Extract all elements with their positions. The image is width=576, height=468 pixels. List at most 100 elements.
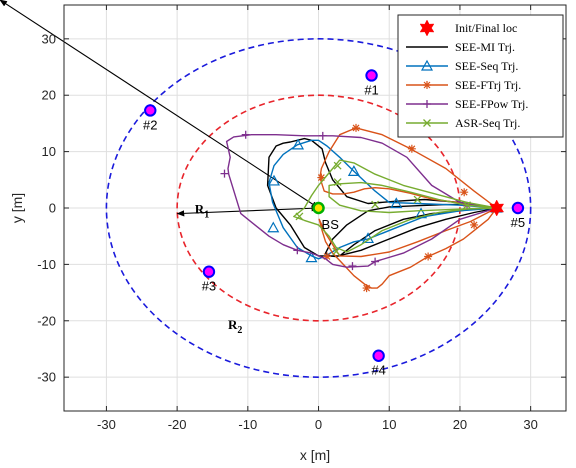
trajectory-marker	[352, 123, 361, 132]
triangle-marker	[292, 138, 305, 150]
trajectory-marker	[423, 100, 431, 108]
legend-label: SEE-FPow Trj.	[455, 97, 528, 111]
r2-arrow	[0, 0, 320, 209]
trajectory-marker	[390, 197, 403, 209]
trajectory-marker	[371, 200, 380, 209]
trajectory-marker	[413, 195, 422, 204]
radius-label-subscript: 1	[204, 210, 209, 221]
bs-label: BS	[322, 217, 340, 232]
bs-node	[312, 201, 325, 215]
trajectory-marker	[348, 262, 357, 271]
series-line	[318, 127, 498, 289]
axis-ticks: -30 -20 -10 0 10 20 30 -30 -20 -10 0 10 20 30	[37, 5, 566, 432]
trajectory-marker	[371, 257, 380, 266]
node-markers: #1 #2 #3 #4 #5 BS	[143, 69, 525, 378]
user-node	[144, 104, 157, 117]
x-marker	[413, 195, 422, 204]
r1-arrow	[176, 205, 320, 217]
star-marker	[323, 252, 332, 261]
y-tick-label: 10	[42, 144, 56, 159]
trajectory-marker	[323, 252, 332, 261]
star-marker	[424, 252, 433, 261]
x-tick-label: -20	[168, 417, 187, 432]
user-label: #3	[202, 279, 216, 294]
legend: Init/Final loc SEE-MI Trj. SEE-Seq Trj. SEE…	[397, 14, 564, 138]
triangle-marker	[267, 221, 280, 233]
legend-label: Init/Final loc	[455, 21, 517, 35]
plus-marker	[241, 130, 250, 139]
trajectory-marker	[419, 19, 435, 37]
trajectory-marker	[318, 131, 327, 140]
series-see-fpow-trj	[220, 130, 501, 271]
y-tick-label: 20	[42, 88, 56, 103]
trajectory-marker	[333, 161, 342, 170]
legend-entry: SEE-FTrj Trj.	[406, 78, 521, 92]
trajectory-marker	[420, 59, 434, 71]
x-marker	[371, 200, 380, 209]
trajectory-marker	[317, 173, 326, 182]
triangle-marker	[347, 165, 360, 176]
x-tick-label: -10	[238, 417, 257, 432]
x-tick-label: -30	[97, 417, 116, 432]
star-marker	[362, 284, 371, 293]
x-marker	[423, 119, 431, 127]
trajectory-marker	[293, 246, 302, 255]
legend-entry: SEE-Seq Trj.	[406, 59, 518, 73]
plus-marker	[371, 257, 380, 266]
x-tick-label: 10	[382, 417, 396, 432]
init-final-marker	[489, 199, 505, 217]
legend-label: SEE-FTrj Trj.	[455, 78, 521, 92]
triangle-marker	[415, 207, 428, 219]
y-tick-label: 0	[49, 201, 56, 216]
triangle-marker	[267, 174, 281, 186]
trajectory-marker	[332, 247, 341, 256]
star-marker	[352, 123, 361, 132]
plus-marker	[220, 169, 229, 178]
user-node	[511, 201, 525, 215]
triangle-marker	[305, 251, 318, 263]
star-marker	[423, 81, 431, 89]
series-line	[268, 139, 497, 260]
trajectory-marker	[220, 169, 229, 178]
trajectory-marker	[362, 284, 371, 293]
trajectory-marker	[267, 174, 281, 186]
x-tick-label: 0	[315, 417, 322, 432]
trajectory-marker	[424, 252, 433, 261]
trajectory-marker	[407, 144, 416, 153]
user-label: #1	[364, 82, 378, 97]
x-marker	[332, 247, 341, 256]
trajectory-marker	[305, 251, 318, 263]
trajectory-marker	[415, 207, 428, 219]
y-tick-label: -20	[37, 313, 56, 328]
star-marker	[470, 220, 479, 229]
plus-marker	[293, 246, 302, 255]
hexagram-marker	[419, 19, 435, 37]
star-marker	[317, 173, 326, 182]
trajectory-marker	[295, 212, 304, 221]
user-node	[202, 265, 216, 278]
series-line	[225, 134, 497, 268]
y-tick-label: 30	[42, 31, 56, 46]
legend-entry: ASR-Seq Trj.	[406, 116, 520, 130]
y-axis-label: y [m]	[9, 193, 25, 223]
y-tick-label: -30	[37, 370, 56, 385]
legend-label: SEE-Seq Trj.	[455, 59, 518, 73]
triangle-marker	[390, 197, 403, 209]
trajectory-marker	[460, 188, 469, 197]
user-label: #5	[511, 215, 525, 230]
legend-box	[397, 14, 564, 138]
trajectory-marker	[463, 201, 471, 210]
legend-label: ASR-Seq Trj.	[455, 116, 520, 130]
legend-entry: SEE-FPow Trj.	[406, 97, 528, 111]
plus-marker	[318, 131, 327, 140]
trajectory-marker	[470, 220, 479, 229]
trajectory-marker	[292, 138, 305, 150]
trajectory-marker	[423, 119, 431, 127]
star-marker	[460, 188, 469, 197]
x-marker	[295, 212, 304, 221]
star-marker	[407, 144, 416, 153]
series-see-seq-trj	[267, 138, 503, 263]
user-label: #4	[371, 363, 385, 378]
user-node	[365, 69, 378, 82]
